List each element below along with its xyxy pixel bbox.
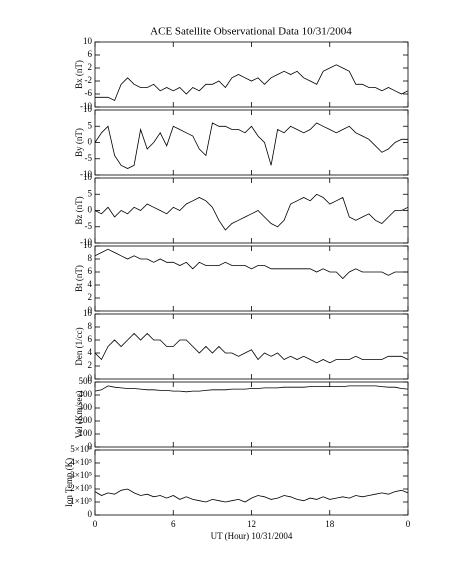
y-tick-label: 10 (83, 172, 93, 182)
panel-frame (94, 245, 409, 312)
y-tick-label: 4 (88, 347, 93, 357)
data-line (94, 488, 409, 503)
data-line (95, 64, 409, 102)
data-line (94, 193, 409, 231)
y-tick-label: 0 (88, 205, 93, 215)
y-tick-label: 6 (88, 334, 93, 344)
y-tick-label: 2×10⁵ (70, 483, 92, 493)
y-axis-label: Bx (nT) (74, 60, 84, 89)
y-tick-label: 6 (88, 266, 93, 276)
y-tick-label: -10 (80, 101, 92, 111)
y-tick-label: -5 (85, 153, 93, 163)
y-tick-label: 5 (88, 188, 93, 198)
y-axis-label: Vel (Km/sec) (74, 391, 84, 439)
x-tick-label: 0 (406, 519, 411, 529)
y-tick-label: -6 (85, 88, 93, 98)
y-tick-label: 8 (88, 253, 93, 263)
y-tick-label: 8 (88, 321, 93, 331)
y-tick-label: 1×10⁵ (70, 496, 92, 506)
y-tick-label: 200 (79, 415, 93, 425)
y-tick-label: -10 (80, 169, 92, 179)
panel-frame (94, 41, 409, 108)
data-line (94, 385, 409, 393)
y-tick-label: -10 (80, 237, 92, 247)
y-axis-label: By (nT) (74, 128, 84, 157)
data-line (94, 122, 408, 169)
y-tick-label: 10 (83, 308, 93, 318)
y-tick-label: 400 (79, 389, 93, 399)
x-tick-label: 6 (171, 519, 176, 529)
y-tick-label: 4 (88, 279, 93, 289)
y-axis-label: Den (1/cc) (74, 327, 84, 365)
y-tick-label: 0 (88, 137, 93, 147)
chart-title: ACE Satellite Observational Data 10/31/2… (150, 26, 352, 38)
y-tick-label: 0 (88, 305, 93, 315)
y-tick-label: 5 (88, 120, 93, 130)
y-tick-label: 2 (88, 360, 93, 370)
panel-frame (94, 449, 409, 516)
y-tick-label: 3×10⁵ (70, 470, 92, 480)
y-axis-label: Bz (nT) (74, 196, 84, 224)
y-tick-label: 2 (88, 292, 93, 302)
data-line (94, 248, 408, 280)
y-tick-label: 6 (88, 49, 93, 59)
x-axis-label: UT (Hour) 10/31/2004 (211, 531, 293, 541)
y-axis-label: Bt (nT) (74, 265, 84, 292)
y-tick-label: 4×10⁵ (70, 457, 92, 467)
panel-frame (94, 313, 409, 380)
y-tick-label: 0 (88, 441, 93, 451)
y-tick-label: 5×10⁵ (70, 444, 92, 454)
panel-frame (94, 109, 409, 176)
y-tick-label: 10 (83, 240, 93, 250)
y-tick-label: 0 (88, 373, 93, 383)
y-tick-label: 10 (83, 104, 93, 114)
y-tick-label: -2 (85, 75, 93, 85)
panel-frame (94, 177, 409, 244)
x-tick-label: 0 (93, 519, 98, 529)
x-tick-label: 18 (325, 519, 335, 529)
x-tick-label: 12 (247, 519, 256, 529)
y-tick-label: 10 (83, 36, 93, 46)
y-tick-label: 500 (79, 376, 93, 386)
y-tick-label: 100 (79, 428, 93, 438)
y-axis-label: Ion Temp (K) (64, 458, 74, 507)
y-tick-label: 300 (79, 402, 93, 412)
y-tick-label: -5 (85, 221, 93, 231)
y-tick-label: 0 (88, 509, 93, 519)
panel-frame (94, 381, 409, 448)
data-line (94, 332, 409, 364)
y-tick-label: 2 (88, 62, 93, 72)
